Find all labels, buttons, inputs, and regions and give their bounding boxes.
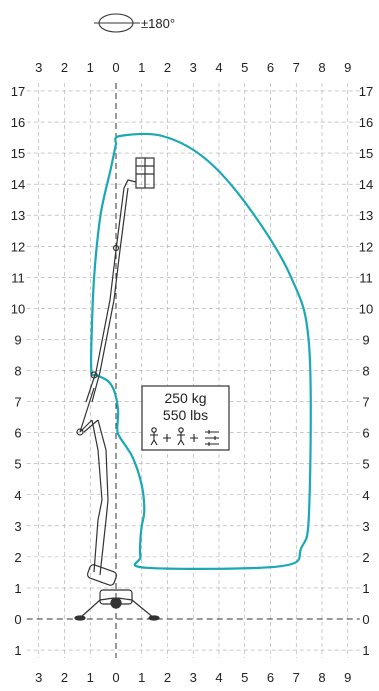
y-tick-label-left: 2: [14, 550, 21, 565]
y-tick-label-left: 3: [14, 519, 21, 534]
y-tick-label-right: 9: [362, 332, 369, 347]
y-tick-label-right: 16: [359, 115, 373, 130]
x-tick-label-bottom: 2: [61, 670, 68, 685]
y-tick-label-left: 1: [14, 643, 21, 658]
x-tick-label-bottom: 3: [190, 670, 197, 685]
y-tick-label-left: 17: [11, 84, 25, 99]
jib: [123, 179, 137, 189]
x-tick-label-top: 3: [190, 60, 197, 75]
y-tick-label-right: 3: [362, 519, 369, 534]
basket-rails: [136, 158, 154, 188]
x-tick-label-top: 5: [241, 60, 248, 75]
outrigger-left: [79, 597, 115, 619]
knee-arm: [79, 387, 99, 433]
y-tick-label-right: 4: [362, 488, 369, 503]
track-wheel: [110, 597, 122, 609]
outrigger-right: [117, 597, 155, 619]
y-tick-label-right: 15: [359, 146, 373, 161]
x-tick-label-bottom: 7: [293, 670, 300, 685]
foot-right: [148, 615, 160, 621]
x-tick-label-top: 8: [318, 60, 325, 75]
y-tick-label-right: 1: [362, 643, 369, 658]
y-tick-label-right: 1: [362, 581, 369, 596]
y-tick-label-left: 4: [14, 488, 21, 503]
x-tick-label-bottom: 1: [138, 670, 145, 685]
y-tick-label-left: 9: [14, 332, 21, 347]
y-tick-label-left: 10: [11, 301, 25, 316]
y-tick-label-right: 14: [359, 177, 373, 192]
x-tick-label-bottom: 8: [318, 670, 325, 685]
y-tick-label-right: 11: [359, 270, 373, 285]
grid: [26, 82, 360, 659]
y-tick-label-left: 15: [11, 146, 25, 161]
x-tick-label-bottom: 6: [267, 670, 274, 685]
aerial-platform-machine: [74, 157, 160, 621]
x-tick-label-bottom: 5: [241, 670, 248, 685]
y-tick-label-left: 14: [11, 177, 25, 192]
x-tick-label-bottom: 9: [344, 670, 351, 685]
boom-joint: [90, 371, 98, 379]
y-tick-label-right: 7: [362, 395, 369, 410]
y-tick-label-left: 13: [11, 208, 25, 223]
y-tick-label-left: 7: [14, 395, 21, 410]
y-tick-label-right: 13: [359, 208, 373, 223]
y-tick-label-left: 8: [14, 364, 21, 379]
y-tick-label-left: 1: [14, 581, 21, 596]
tools-icon: [205, 430, 219, 446]
turret: [86, 564, 118, 586]
x-tick-label-bottom: 1: [87, 670, 94, 685]
load-icons: [150, 427, 219, 446]
y-tick-label-left: 6: [14, 426, 21, 441]
x-tick-label-bottom: 0: [112, 670, 119, 685]
x-tick-label-bottom: 2: [164, 670, 171, 685]
x-tick-label-bottom: 4: [215, 670, 222, 685]
y-tick-label-left: 11: [11, 270, 25, 285]
lower-boom: [93, 499, 109, 576]
x-tick-label-top: 3: [35, 60, 42, 75]
y-tick-label-left: 12: [11, 239, 25, 254]
rotation-label: ±180°: [141, 16, 175, 31]
y-tick-label-right: 5: [362, 457, 369, 472]
plus-icon: [163, 434, 171, 442]
y-tick-label-left: 16: [11, 115, 25, 130]
x-tick-label-top: 1: [87, 60, 94, 75]
x-tick-label-top: 1: [138, 60, 145, 75]
x-tick-label-top: 2: [164, 60, 171, 75]
y-tick-label-left: 5: [14, 457, 21, 472]
y-tick-label-right: 12: [359, 239, 373, 254]
y-tick-label-right: 6: [362, 426, 369, 441]
load-kg: 250 kg: [164, 390, 206, 406]
boom-joint-upper: [112, 244, 120, 252]
upper-boom: [85, 187, 129, 403]
load-lbs: 550 lbs: [163, 407, 208, 423]
x-tick-label-top: 4: [215, 60, 222, 75]
rotation-indicator: ±180°: [94, 13, 175, 33]
y-tick-label-right: 10: [359, 301, 373, 316]
load-plate: 250 kg 550 lbs: [141, 385, 230, 451]
knee-joint: [76, 428, 84, 436]
y-tick-label-right: 2: [362, 550, 369, 565]
x-tick-label-top: 9: [344, 60, 351, 75]
working-envelope: [89, 132, 312, 570]
y-tick-label-right: 0: [362, 612, 369, 627]
y-tick-label-right: 8: [362, 364, 369, 379]
lower-boom-link: [91, 419, 109, 501]
x-tick-label-top: 7: [293, 60, 300, 75]
x-tick-label-top: 2: [61, 60, 68, 75]
foot-left: [74, 615, 86, 621]
y-tick-label-left: 0: [14, 612, 21, 627]
plus-icon-2: [190, 434, 198, 442]
x-tick-label-top: 6: [267, 60, 274, 75]
x-tick-label-bottom: 3: [35, 670, 42, 685]
x-tick-label-top: 0: [112, 60, 119, 75]
y-tick-label-right: 17: [359, 84, 373, 99]
